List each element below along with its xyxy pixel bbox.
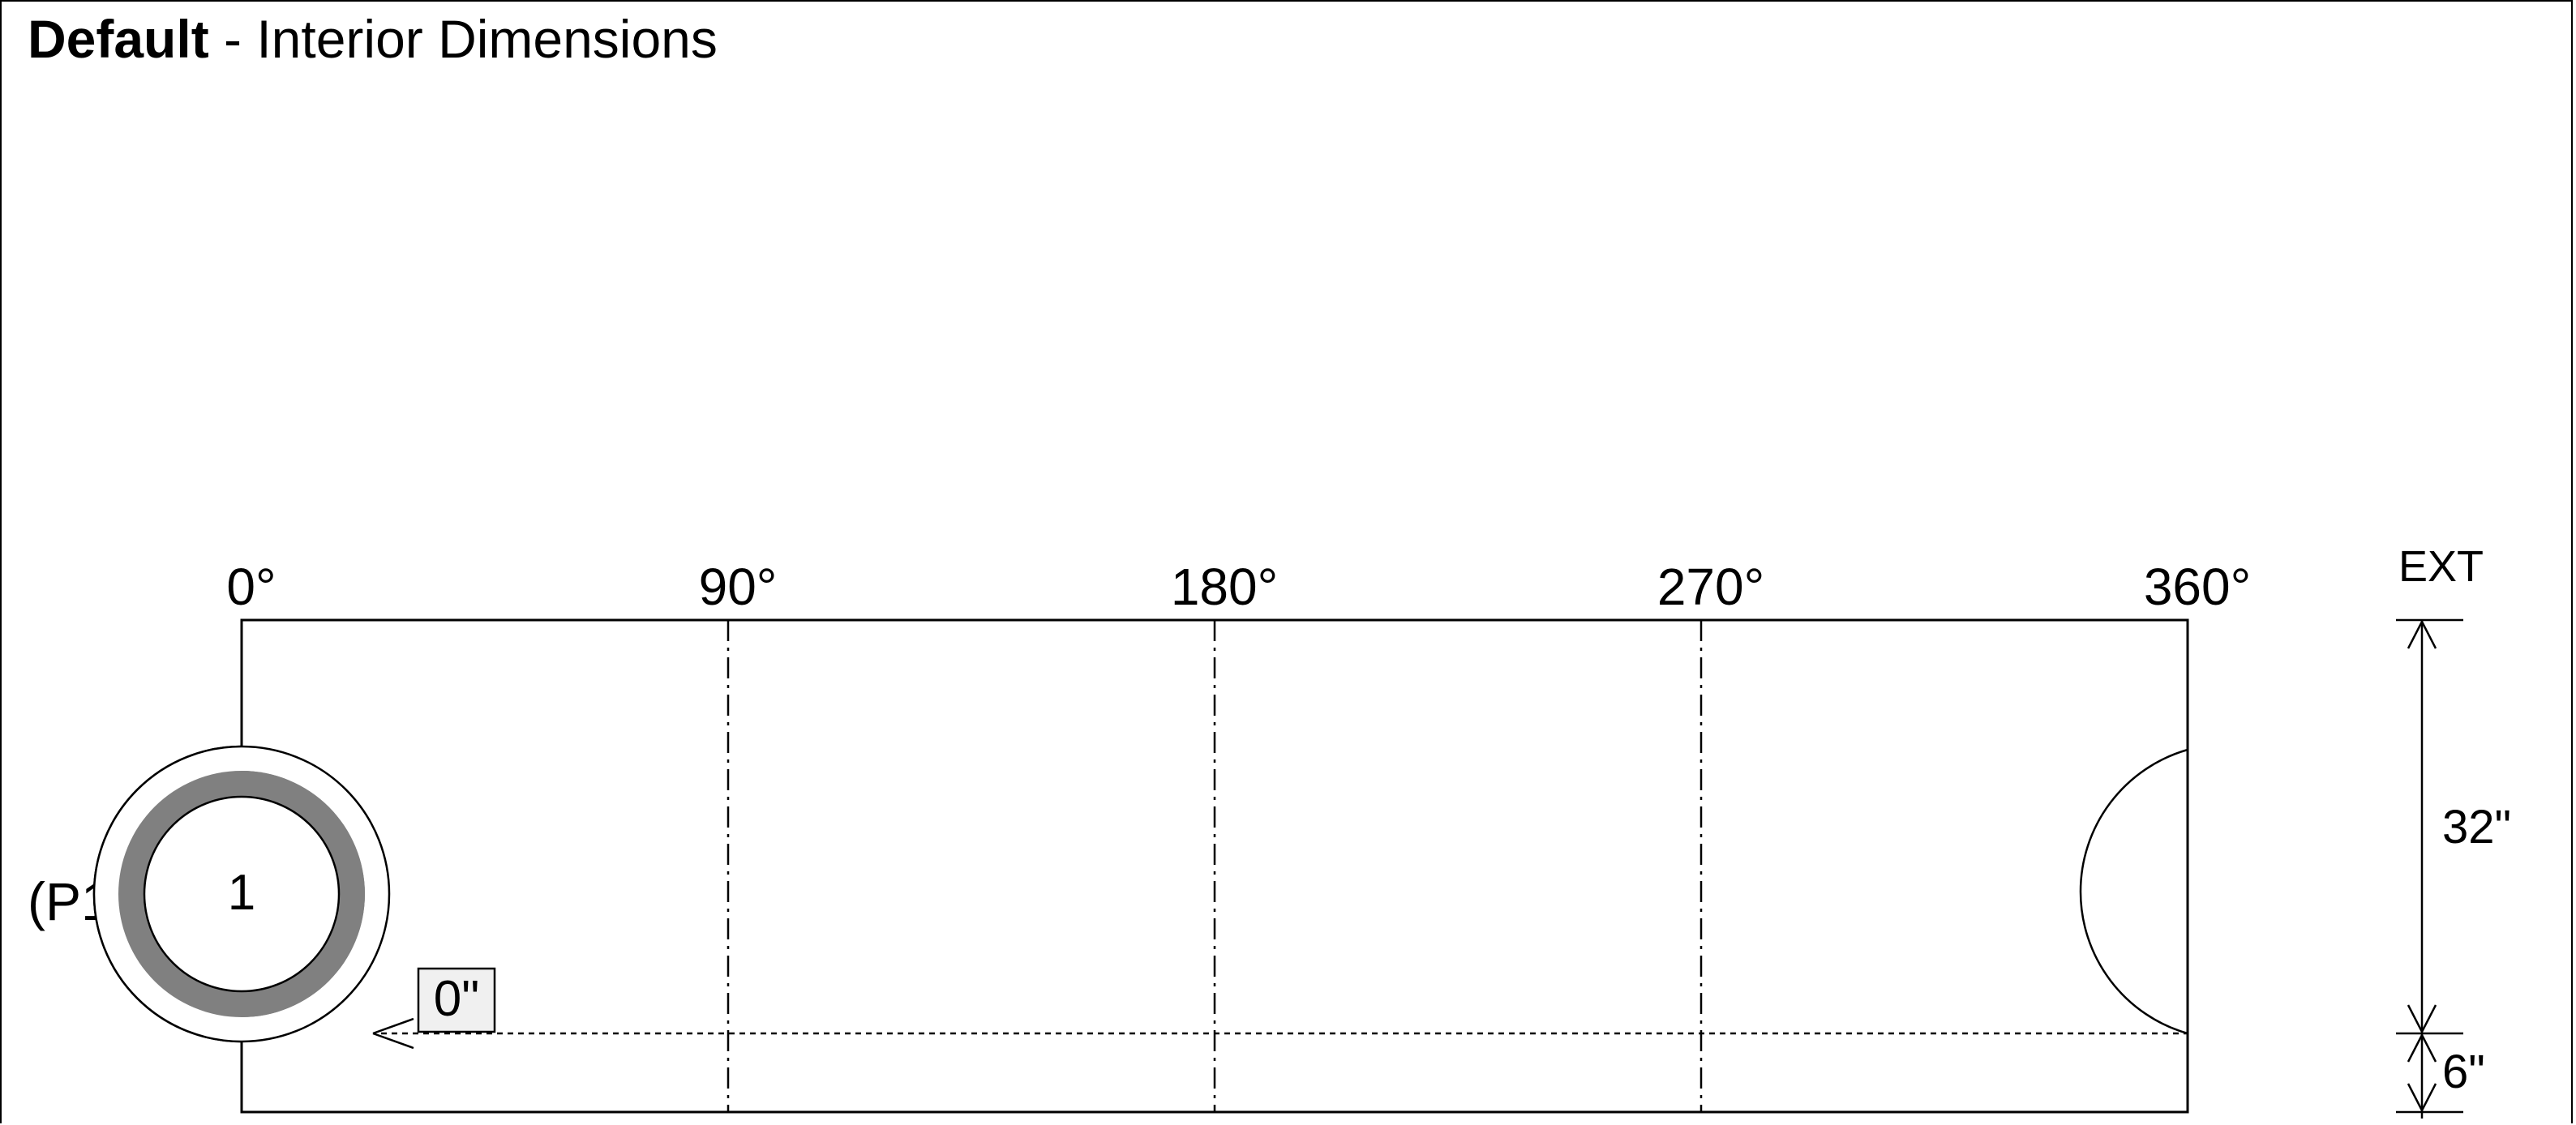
offset-label-box	[417, 967, 496, 1033]
angle-label-180: 180°	[1171, 558, 1278, 616]
height-dimension-label: 32"	[2442, 801, 2511, 853]
bottom-dimension-label: 6"	[2442, 1046, 2485, 1098]
height-arrow-top	[2407, 619, 2437, 649]
angle-label-90: 90°	[699, 558, 778, 616]
title-separator: -	[208, 9, 257, 69]
penetration-wrap-arc	[2079, 748, 2188, 1035]
height-arrow-bottom	[2407, 1004, 2437, 1034]
offset-arrow-head-upper	[372, 1017, 414, 1035]
penetration-number-overlay: 1	[228, 865, 255, 921]
page-title: Default - Interior Dimensions	[28, 8, 718, 70]
angle-label-0: 0°	[226, 558, 276, 616]
bottom-arrow-bottom	[2407, 1083, 2437, 1113]
offset-label: 0"	[434, 971, 480, 1027]
config-name: Default	[28, 9, 209, 69]
penetration-bore-overlay	[143, 795, 341, 993]
title-subtitle: Interior Dimensions	[256, 9, 718, 69]
bottom-arrow-top	[2407, 1033, 2437, 1063]
ext-label: EXT	[2398, 542, 2484, 591]
angle-label-270: 270°	[1657, 558, 1764, 616]
angle-label-360: 360°	[2144, 558, 2251, 616]
offset-arrow-head-lower	[372, 1032, 414, 1050]
